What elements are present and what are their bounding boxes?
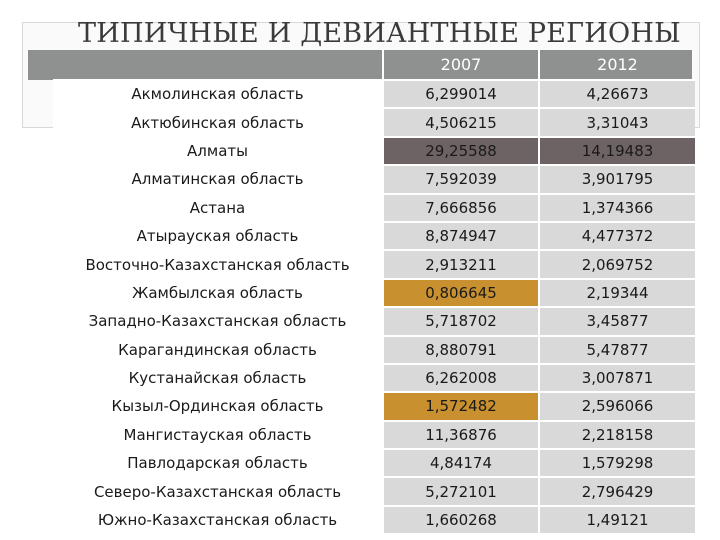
- table-row: Алматы 29,25588 14,19483: [53, 135, 695, 166]
- table-row: Южно-Казахстанская область 1,660268 1,49…: [53, 504, 695, 534]
- column-header-2012: 2012: [538, 50, 695, 80]
- table-row: Восточно-Казахстанская область 2,913211 …: [53, 249, 695, 279]
- value-2007: 1,660268: [382, 504, 539, 534]
- table-row: Западно-Казахстанская область 5,718702 3…: [53, 306, 695, 336]
- value-2007: 7,666856: [382, 192, 539, 222]
- table-row: Мангистауская область 11,36876 2,218158: [53, 419, 695, 450]
- value-2007: 4,84174: [382, 448, 539, 478]
- region-name: Восточно-Казахстанская область: [53, 249, 383, 279]
- region-name: Акмолинская область: [53, 78, 383, 109]
- value-2012-highlighted: 14,19483: [538, 135, 695, 166]
- column-header-2007: 2007: [382, 50, 539, 80]
- value-2012: 2,069752: [538, 249, 695, 279]
- table-row: Карагандинская область 8,880791 5,47877: [53, 334, 695, 364]
- column-header-region: [53, 50, 383, 80]
- value-2012: 2,596066: [538, 391, 695, 421]
- table-row: Атырауская область 8,874947 4,477372: [53, 220, 695, 251]
- value-2007: 11,36876: [382, 419, 539, 450]
- value-2012: 1,579298: [538, 448, 695, 478]
- value-2007: 8,874947: [382, 220, 539, 251]
- table-row: Кызыл-Ординская область 1,572482 2,59606…: [53, 391, 695, 421]
- value-2012: 4,477372: [538, 220, 695, 251]
- value-2007: 5,718702: [382, 306, 539, 336]
- value-2012: 2,218158: [538, 419, 695, 450]
- value-2012: 4,26673: [538, 78, 695, 109]
- table-row: Акмолинская область 6,299014 4,26673: [53, 78, 695, 109]
- value-2012: 3,45877: [538, 306, 695, 336]
- region-name: Кустанайская область: [53, 362, 383, 393]
- table-row: Алматинская область 7,592039 3,901795: [53, 164, 695, 194]
- value-2007-highlighted: 29,25588: [382, 135, 539, 166]
- regions-table: 2007 2012 Акмолинская область 6,299014 4…: [53, 50, 695, 534]
- value-2007: 2,913211: [382, 249, 539, 279]
- value-2012: 3,31043: [538, 107, 695, 137]
- value-2012: 1,49121: [538, 504, 695, 534]
- table-row: Павлодарская область 4,84174 1,579298: [53, 448, 695, 478]
- region-name: Западно-Казахстанская область: [53, 306, 383, 336]
- region-name: Алматы: [53, 135, 383, 166]
- value-2012: 3,007871: [538, 362, 695, 393]
- value-2012: 5,47877: [538, 334, 695, 364]
- table-row: Жамбылская область 0,806645 2,19344: [53, 277, 695, 308]
- value-2012: 2,796429: [538, 476, 695, 506]
- region-name: Актюбинская область: [53, 107, 383, 137]
- value-2007: 4,506215: [382, 107, 539, 137]
- table-row: Актюбинская область 4,506215 3,31043: [53, 107, 695, 137]
- value-2012: 1,374366: [538, 192, 695, 222]
- region-name: Южно-Казахстанская область: [53, 504, 383, 534]
- value-2007: 5,272101: [382, 476, 539, 506]
- region-name: Астана: [53, 192, 383, 222]
- value-2007: 7,592039: [382, 164, 539, 194]
- value-2012: 3,901795: [538, 164, 695, 194]
- region-name: Кызыл-Ординская область: [53, 391, 383, 421]
- value-2007-highlighted: 0,806645: [382, 277, 539, 308]
- value-2007-highlighted: 1,572482: [382, 391, 539, 421]
- region-name: Мангистауская область: [53, 419, 383, 450]
- table-row: Астана 7,666856 1,374366: [53, 192, 695, 222]
- value-2007: 6,262008: [382, 362, 539, 393]
- region-name: Карагандинская область: [53, 334, 383, 364]
- region-name: Павлодарская область: [53, 448, 383, 478]
- value-2007: 6,299014: [382, 78, 539, 109]
- table-row: Северо-Казахстанская область 5,272101 2,…: [53, 476, 695, 506]
- table-header-row: 2007 2012: [53, 50, 695, 80]
- region-name: Атырауская область: [53, 220, 383, 251]
- region-name: Алматинская область: [53, 164, 383, 194]
- region-name: Северо-Казахстанская область: [53, 476, 383, 506]
- page-title: ТИПИЧНЫЕ И ДЕВИАНТНЫЕ РЕГИОНЫ: [78, 18, 681, 49]
- value-2007: 8,880791: [382, 334, 539, 364]
- region-name: Жамбылская область: [53, 277, 383, 308]
- value-2012: 2,19344: [538, 277, 695, 308]
- table-row: Кустанайская область 6,262008 3,007871: [53, 362, 695, 393]
